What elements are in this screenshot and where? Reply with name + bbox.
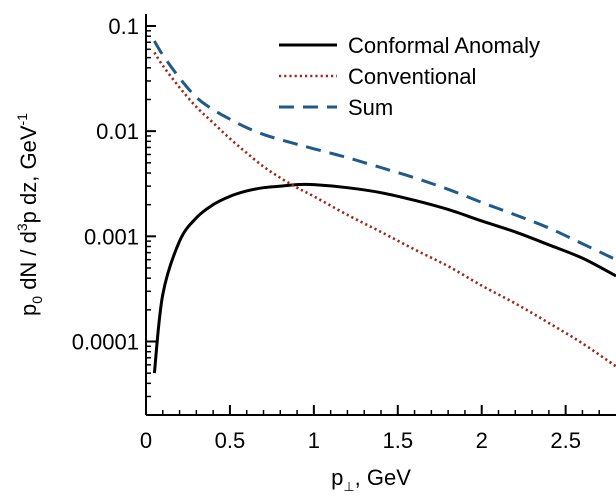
x-tick-label: 0.5 bbox=[215, 428, 246, 453]
y-axis-title: p0 dN / d3p dz, GeV-1 bbox=[14, 113, 45, 316]
x-tick-label: 2 bbox=[476, 428, 488, 453]
x-axis-title-subscript: ⊥ bbox=[343, 479, 354, 494]
legend-label: Sum bbox=[348, 95, 393, 120]
x-axis-title: p⊥, GeV bbox=[331, 465, 411, 494]
y-axis-title-sub0: 0 bbox=[29, 296, 45, 304]
legend-label: Conformal Anomaly bbox=[348, 33, 540, 58]
x-tick-label: 0 bbox=[140, 428, 152, 453]
x-tick-label: 2.5 bbox=[550, 428, 581, 453]
y-axis-title-supm1: -1 bbox=[14, 113, 30, 126]
series-line-sum bbox=[153, 40, 616, 262]
legend: Conformal Anomaly Conventional Sum bbox=[279, 33, 540, 120]
y-tick-label: 0.1 bbox=[108, 14, 139, 39]
series-line-conformal-anomaly bbox=[152, 182, 616, 374]
y-tick-label: 0.001 bbox=[84, 224, 139, 249]
y-tick-label: 0.01 bbox=[96, 119, 139, 144]
x-axis-title-base: p bbox=[331, 465, 343, 490]
legend-label: Conventional bbox=[348, 64, 476, 89]
y-axis-title-p: p bbox=[16, 304, 41, 316]
x-axis-title-rest: , GeV bbox=[355, 465, 412, 490]
series-layer bbox=[152, 40, 616, 374]
y-axis-title-sup3: 3 bbox=[14, 223, 30, 231]
x-tick-label: 1.5 bbox=[382, 428, 413, 453]
y-tick-label: 0.0001 bbox=[72, 329, 139, 354]
y-axis-title-mid: dN / d bbox=[16, 231, 41, 296]
tick-layer: 0 0.5 1 1.5 2 2.5 0.1 0.01 0.001 0.0001 bbox=[72, 14, 600, 453]
series-line-conventional bbox=[153, 51, 616, 368]
x-tick-label: 1 bbox=[308, 428, 320, 453]
y-axis-title-tail: p dz, GeV bbox=[16, 125, 41, 223]
